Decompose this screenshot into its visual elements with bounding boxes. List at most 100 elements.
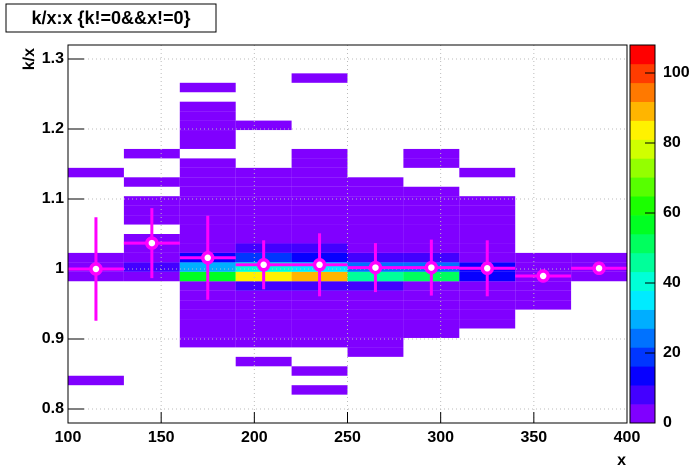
heatmap-cell [291, 158, 348, 168]
heatmap-cell [235, 186, 292, 197]
heatmap-cell [235, 300, 292, 310]
heatmap-cell [123, 196, 180, 206]
color-bar-step [630, 252, 655, 273]
heatmap-cell [179, 205, 236, 216]
color-bar-step [630, 215, 655, 235]
color-bar-step [630, 158, 655, 178]
profile [68, 208, 627, 321]
heatmap-cell [235, 196, 292, 206]
heatmap-cell [68, 167, 124, 178]
heatmap-cell [179, 120, 236, 131]
color-bar-step [630, 366, 655, 386]
color-bar-step [630, 120, 655, 140]
heatmap-cell [347, 309, 404, 320]
heatmap-cell [347, 186, 404, 197]
heatmap-cell [403, 300, 460, 310]
profile-point [424, 260, 439, 275]
heatmap-cell [291, 385, 348, 395]
color-bar-step [630, 139, 655, 159]
color-bar-step [630, 347, 655, 367]
heatmap-cell [291, 366, 348, 376]
heatmap-cell [515, 300, 572, 310]
x-axis-label: x [617, 452, 626, 469]
heatmap-cell [403, 234, 460, 244]
heatmap-cell [403, 328, 460, 338]
heatmap-cell [291, 337, 348, 348]
heatmap-cell [347, 300, 404, 310]
heatmap-cell [235, 234, 292, 244]
heatmap-cell [235, 328, 292, 338]
color-bar-step [630, 385, 655, 405]
heatmap-cell [347, 234, 404, 244]
heatmap-cell [179, 130, 236, 140]
heatmap-cell [291, 167, 348, 178]
heatmap-cell [235, 309, 292, 320]
profile-point [480, 261, 494, 276]
z-tick-label: 100 [663, 64, 690, 81]
color-bar-step [630, 82, 655, 102]
profile-point [312, 258, 327, 272]
y-tick-label: 0.8 [42, 400, 64, 417]
color-bar-step [630, 234, 655, 254]
x-tick-label: 400 [614, 429, 641, 446]
color-bar-step [630, 177, 655, 197]
heatmap-cell [235, 167, 292, 178]
heatmap-cell [459, 300, 516, 310]
heatmap-cell [515, 290, 572, 301]
profile-point [256, 258, 271, 272]
z-tick-label: 0 [663, 414, 672, 431]
heatmap-cell [179, 328, 236, 338]
heatmap-cell [291, 224, 348, 234]
x-tick-label: 150 [148, 429, 175, 446]
heatmap-cell [571, 271, 627, 282]
heatmap-cell [459, 234, 516, 244]
heatmap-cell [179, 158, 236, 168]
profile-point [592, 261, 606, 276]
heatmap-cell [291, 186, 348, 197]
heatmap-cell [235, 120, 292, 131]
heatmap-cell [459, 196, 516, 206]
y-axis-label: k/x [21, 48, 38, 70]
heatmap-cell [515, 281, 572, 291]
heatmap-cell [291, 309, 348, 320]
color-bar-step [630, 328, 655, 348]
x-tick-label: 250 [334, 429, 361, 446]
profile-point [89, 262, 103, 276]
heatmap-cell [347, 319, 404, 329]
heatmap-cell [403, 148, 460, 159]
heatmap-cell [291, 215, 348, 225]
heatmap-cell [403, 319, 460, 329]
x-tick-label: 100 [55, 429, 82, 446]
heatmap-cell [347, 328, 404, 338]
heatmap-cell [291, 300, 348, 310]
y-tick-label: 1.3 [42, 50, 64, 67]
plot-frame [67, 44, 628, 424]
heatmap-cell [179, 337, 236, 348]
heatmap-cell [347, 177, 404, 187]
heatmap-cell [403, 224, 460, 234]
heatmap-cell [291, 177, 348, 187]
heatmap-cell [291, 73, 348, 83]
heatmap-cell [291, 205, 348, 216]
heatmap-cell [459, 309, 516, 320]
color-bar-step [630, 404, 655, 424]
x-tick-label: 300 [427, 429, 454, 446]
heatmap-cell [235, 290, 292, 301]
x-tick-label: 200 [241, 429, 268, 446]
z-tick-label: 60 [663, 204, 681, 221]
y-tick-label: 1.2 [42, 120, 64, 137]
heatmap-cell [179, 82, 236, 93]
heatmap-cell [347, 337, 404, 348]
heatmap-cell [68, 375, 124, 386]
heatmap-cell [179, 300, 236, 310]
heatmap-cell [235, 224, 292, 234]
heatmap-cell [459, 224, 516, 234]
heatmap-cell [179, 139, 236, 149]
heatmap-cell [235, 177, 292, 187]
profile-point [201, 251, 215, 265]
heatmap-cell [403, 215, 460, 225]
color-bar-step [630, 196, 655, 216]
heatmap-cell [459, 319, 516, 329]
heatmap-cell [179, 177, 236, 187]
heatmap-cell [179, 167, 236, 178]
